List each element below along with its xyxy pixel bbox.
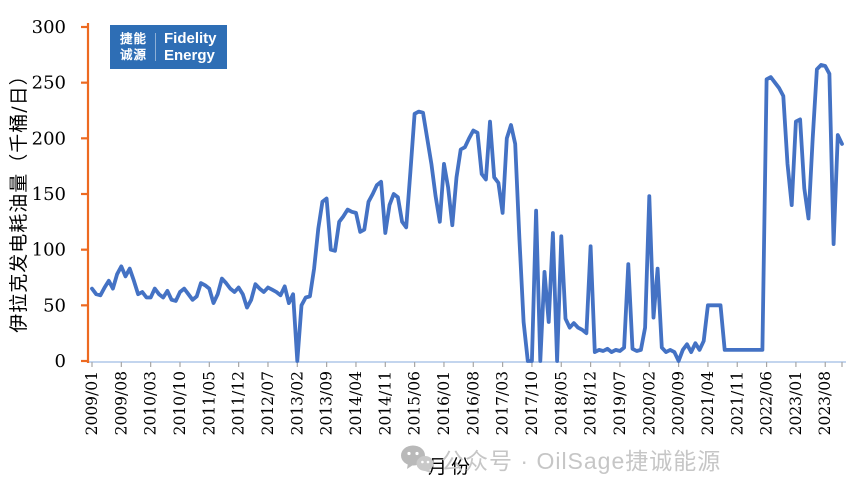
x-tick-label: 2022/06 [758,371,776,435]
x-tick-label: 2020/09 [670,371,688,435]
y-tick-label: 300 [32,17,66,38]
x-tick-label: 2010/10 [171,371,189,435]
x-tick-label: 2023/08 [816,371,834,435]
x-tick-label: 2020/02 [640,371,658,435]
x-tick-label: 2021/04 [699,371,717,436]
x-tick-label: 2011/05 [200,371,218,435]
x-tick-label: 2015/06 [406,371,424,435]
y-tick-label: 150 [32,184,66,205]
x-tick-label: 2012/07 [259,371,277,435]
y-tick-label: 0 [55,351,66,372]
y-axis-title: 伊拉克发电耗油量（千桶/日） [8,65,30,333]
x-tick-label: 2019/07 [611,371,629,435]
x-tick-label: 2009/01 [83,371,101,435]
y-tick-label: 200 [32,128,66,149]
consumption-line [90,63,844,363]
x-tick-label: 2017/03 [494,371,512,435]
logo-en-text: Fidelity Energy [164,29,217,64]
y-tick-label: 50 [43,295,66,316]
x-tick-label: 2017/10 [523,371,541,435]
x-tick-label: 2018/12 [582,371,600,435]
x-tick-label: 2010/03 [142,371,160,435]
y-tick-label: 250 [32,73,66,94]
x-tick-label: 2013/02 [288,371,306,435]
x-tick-label: 2018/05 [552,371,570,435]
x-tick-label: 2014/04 [347,371,365,436]
x-tick-label: 2014/11 [376,371,394,435]
y-tick-label: 100 [32,240,66,261]
x-tick-label: 2011/12 [230,371,248,435]
x-tick-label: 2016/01 [435,371,453,435]
logo-cn-text: 捷能 诚源 [120,31,148,62]
x-tick-label: 2021/11 [728,371,746,435]
x-axis-title: 月份 [428,456,475,478]
watermark-text: 公众号 · OilSage捷诚能源 [441,448,722,474]
x-tick-label: 2016/08 [464,371,482,435]
x-tick-label: 2013/09 [318,371,336,435]
wechat-icon [401,445,434,473]
x-tick-label: 2009/08 [112,371,130,435]
x-tick-label: 2023/01 [787,371,805,435]
watermark: 公众号 · OilSage捷诚能源 [400,442,721,476]
logo-divider [155,33,157,61]
fidelity-energy-logo: 捷能 诚源 Fidelity Energy [110,25,227,69]
